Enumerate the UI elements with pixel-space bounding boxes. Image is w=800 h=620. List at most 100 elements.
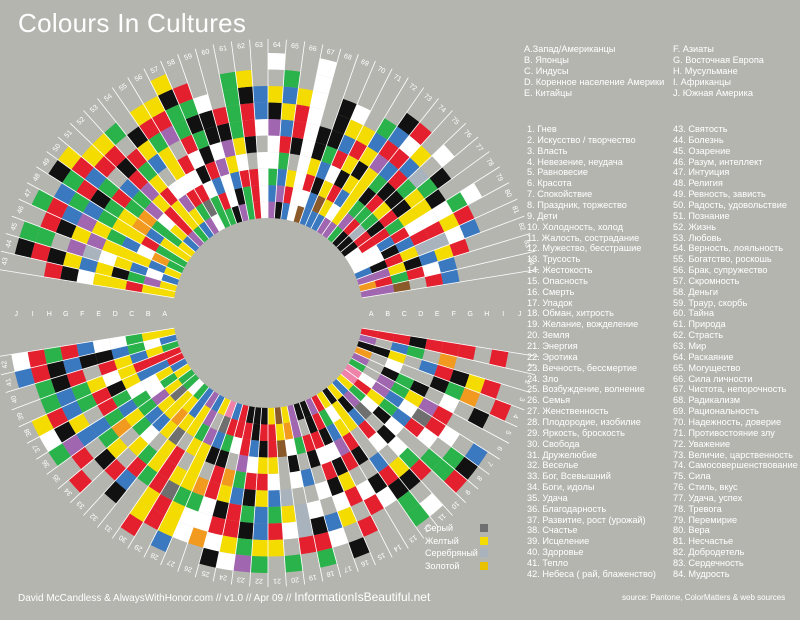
spoke-line	[340, 136, 479, 253]
legend-label: Золотой	[425, 560, 460, 571]
colour-cell	[198, 547, 220, 568]
colour-cell	[217, 397, 231, 416]
colour-cell	[219, 71, 238, 91]
spoke-line	[26, 182, 185, 269]
colour-cell	[178, 413, 196, 432]
colour-cell	[111, 218, 132, 237]
colour-cell	[34, 226, 56, 248]
segment-number: 58	[166, 59, 176, 68]
segment-number: 72	[407, 83, 417, 93]
colour-cell	[351, 352, 370, 367]
culture-item: I. Африканцы	[673, 77, 731, 87]
culture-item: J. Южная Америка	[673, 88, 753, 98]
segment-number: 60	[201, 48, 210, 57]
colour-cell	[170, 199, 189, 219]
colour-cell	[459, 218, 481, 239]
colour-cell	[250, 555, 268, 573]
colour-cell	[348, 536, 370, 559]
colour-cell	[305, 210, 319, 229]
colour-cell	[276, 168, 288, 187]
colour-cell	[354, 266, 373, 280]
colour-cell	[137, 444, 158, 465]
colour-cell	[202, 408, 218, 428]
colour-cell	[103, 480, 127, 504]
meaning-item: 50. Радость, удовольствие	[673, 199, 787, 210]
colour-cell	[150, 73, 173, 96]
spoke-line	[358, 340, 531, 393]
colour-cell	[155, 244, 174, 260]
meaning-item: 57. Скромность	[673, 275, 740, 286]
meaning-item: 74. Самосовершенствование	[673, 460, 798, 471]
spoke-line	[344, 368, 490, 475]
colour-cell	[305, 397, 319, 416]
colour-cell	[384, 252, 404, 268]
colour-cell	[250, 185, 261, 203]
meaning-item: 73. Величие, царственность	[673, 449, 793, 460]
colour-cell	[202, 180, 218, 199]
spoke-line	[230, 407, 256, 585]
colour-cell	[163, 346, 182, 360]
colour-cell	[268, 440, 278, 458]
spoke-line	[177, 54, 238, 224]
colour-cell	[376, 373, 396, 391]
colour-cell	[173, 247, 192, 263]
meaning-item: 26. Семья	[527, 395, 571, 406]
meaning-item: 19. Желание, вожделение	[527, 319, 639, 330]
spoke-line	[18, 198, 182, 274]
segment-number: 40	[10, 394, 19, 404]
ring-letter: F	[80, 311, 84, 318]
legend-swatch	[480, 524, 488, 532]
colour-cell	[97, 427, 120, 449]
colour-cell	[119, 178, 140, 199]
colour-cell	[387, 126, 410, 149]
colour-cell	[109, 276, 128, 290]
colour-cell	[279, 119, 294, 138]
meaning-item: 1. Гнев	[527, 124, 557, 134]
ring-letter: H	[47, 311, 52, 318]
legend-label: Желтый	[425, 535, 459, 546]
colour-cell	[344, 485, 364, 507]
colour-cell	[350, 160, 369, 181]
colour-cell	[95, 349, 114, 365]
ring-letter: E	[435, 311, 440, 318]
meaning-item: 15. Опасность	[527, 275, 588, 286]
segment-number: 34	[64, 486, 74, 497]
colour-cell	[310, 176, 325, 196]
spoke-line	[249, 39, 263, 219]
ring-letter: J	[518, 311, 522, 318]
colour-cell	[84, 167, 107, 189]
spoke-line	[0, 250, 176, 292]
colour-cell	[289, 137, 304, 156]
segment-number: 22	[255, 577, 263, 584]
ring-letter: B	[146, 311, 151, 318]
segment-number: 71	[392, 74, 402, 84]
meaning-item: 77. Удача, успех	[673, 492, 743, 503]
spoke-line	[286, 44, 324, 221]
spoke-line	[18, 352, 182, 428]
segment-number: 9	[463, 488, 471, 496]
spoke-line	[111, 87, 215, 236]
colour-cell	[311, 213, 326, 232]
segment-number: 77	[474, 143, 484, 154]
brand-link[interactable]: InformationIsBeautiful.net	[294, 590, 431, 604]
segment-number: 31	[103, 523, 114, 533]
colour-cell	[124, 407, 145, 427]
colour-cell	[66, 369, 87, 388]
meaning-item: 42. Небеса ( рай, блаженство)	[527, 568, 656, 579]
colour-cell	[214, 449, 230, 469]
culture-item: F. Азиаты	[673, 44, 714, 54]
colour-cell	[316, 547, 338, 568]
colour-cell	[348, 253, 367, 268]
segment-number: 5	[504, 429, 512, 436]
colour-cell	[235, 153, 249, 172]
spoke-line	[194, 404, 244, 578]
colour-cell	[220, 468, 236, 487]
colour-cell	[97, 397, 118, 417]
colour-cell	[325, 404, 341, 423]
spoke-line	[351, 182, 510, 269]
colour-cell	[136, 139, 158, 162]
meaning-item: 47. Интуиция	[673, 167, 730, 178]
colour-cell	[358, 372, 377, 389]
colour-cell	[210, 213, 225, 232]
colour-cell	[222, 519, 240, 538]
